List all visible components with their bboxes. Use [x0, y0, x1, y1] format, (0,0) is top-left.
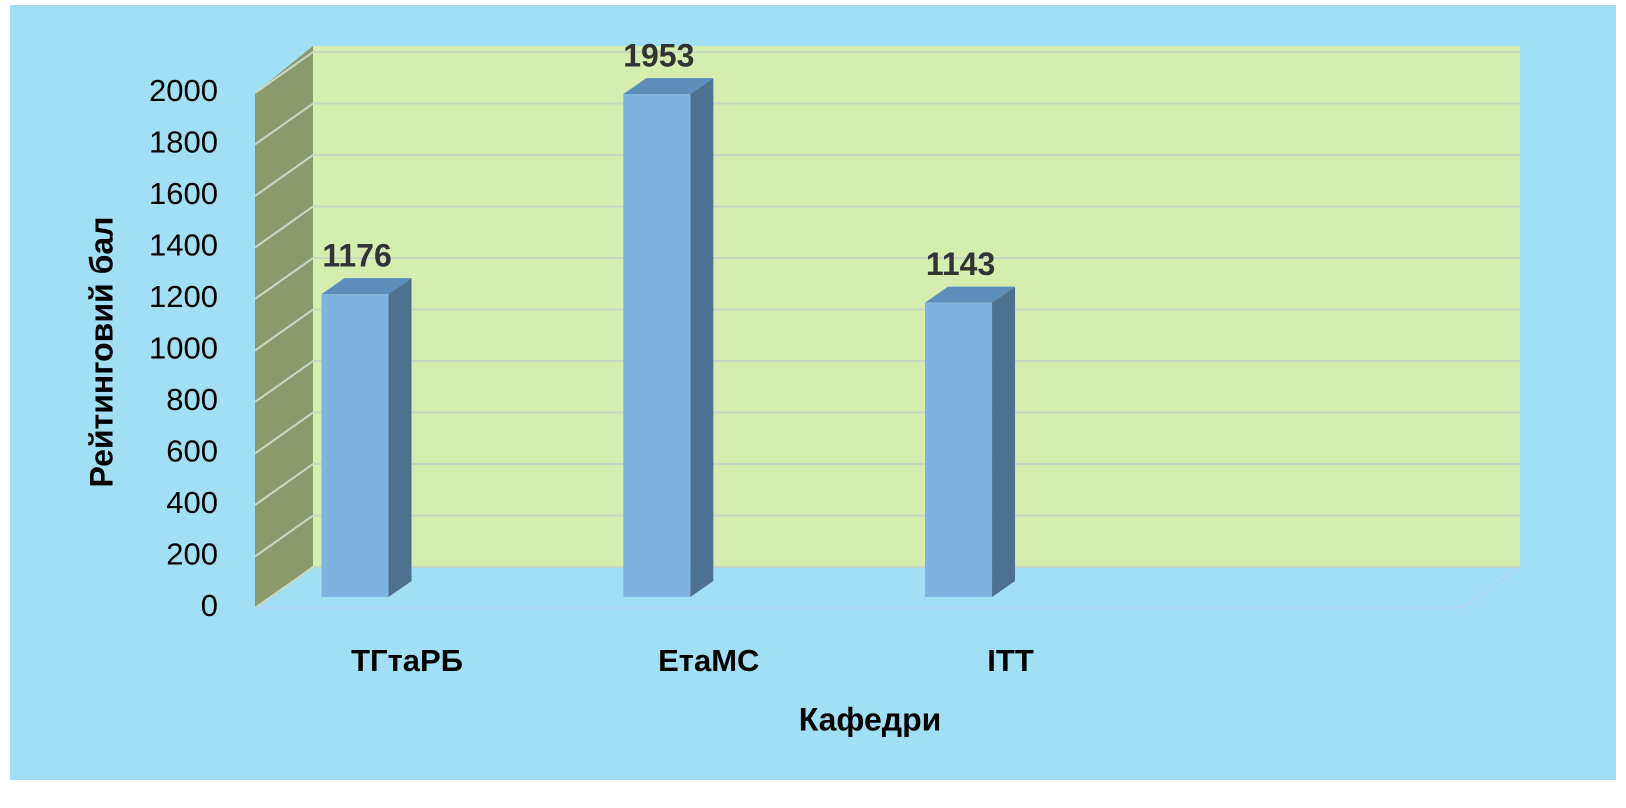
- grid-line: [254, 102, 1520, 146]
- y-tick-label: 2000: [149, 73, 218, 108]
- bar: [925, 302, 993, 597]
- y-tick-label: 1800: [149, 125, 218, 160]
- x-tick-label: ЕтаМС: [658, 643, 759, 678]
- bar-side: [388, 278, 412, 597]
- y-tick-label: 1600: [149, 176, 218, 211]
- x-axis-label: Кафедри: [799, 701, 942, 737]
- bar-top: [321, 278, 412, 295]
- x-tick-label: ІТТ: [987, 643, 1034, 678]
- data-label: 1143: [926, 246, 995, 282]
- y-tick-label: 800: [166, 382, 218, 417]
- data-label: 1176: [322, 238, 391, 274]
- floor: [253, 566, 1522, 609]
- grid-line: [254, 154, 1520, 197]
- y-tick-label: 200: [166, 537, 218, 572]
- back-wall: [313, 46, 1520, 567]
- grid-line: [254, 463, 1520, 506]
- y-tick-label: 0: [201, 588, 218, 623]
- y-tick-label: 1000: [149, 331, 218, 366]
- bar-side: [690, 78, 714, 598]
- y-axis-label: Рейтинговий бал: [83, 217, 119, 488]
- side-wall: [255, 46, 313, 608]
- bar-side: [992, 286, 1016, 597]
- grid-line: [254, 51, 1520, 94]
- y-tick-label: 1200: [149, 279, 218, 314]
- bar-top: [925, 286, 1016, 303]
- grid-line: [254, 257, 1520, 300]
- bar-top: [623, 78, 714, 95]
- x-tick-label: ТГтаРБ: [351, 643, 463, 678]
- y-tick-label: 400: [166, 485, 218, 520]
- grid-line: [254, 566, 1520, 609]
- grid-line: [254, 205, 1520, 249]
- y-tick-label: 1400: [149, 228, 218, 263]
- bar: [623, 94, 691, 597]
- grid-line: [254, 411, 1520, 455]
- grid-line: [254, 308, 1520, 352]
- grid-line: [254, 514, 1520, 558]
- grid-line: [254, 360, 1520, 403]
- data-label: 1953: [623, 38, 694, 74]
- bar: [321, 294, 389, 597]
- y-tick-label: 600: [166, 434, 218, 469]
